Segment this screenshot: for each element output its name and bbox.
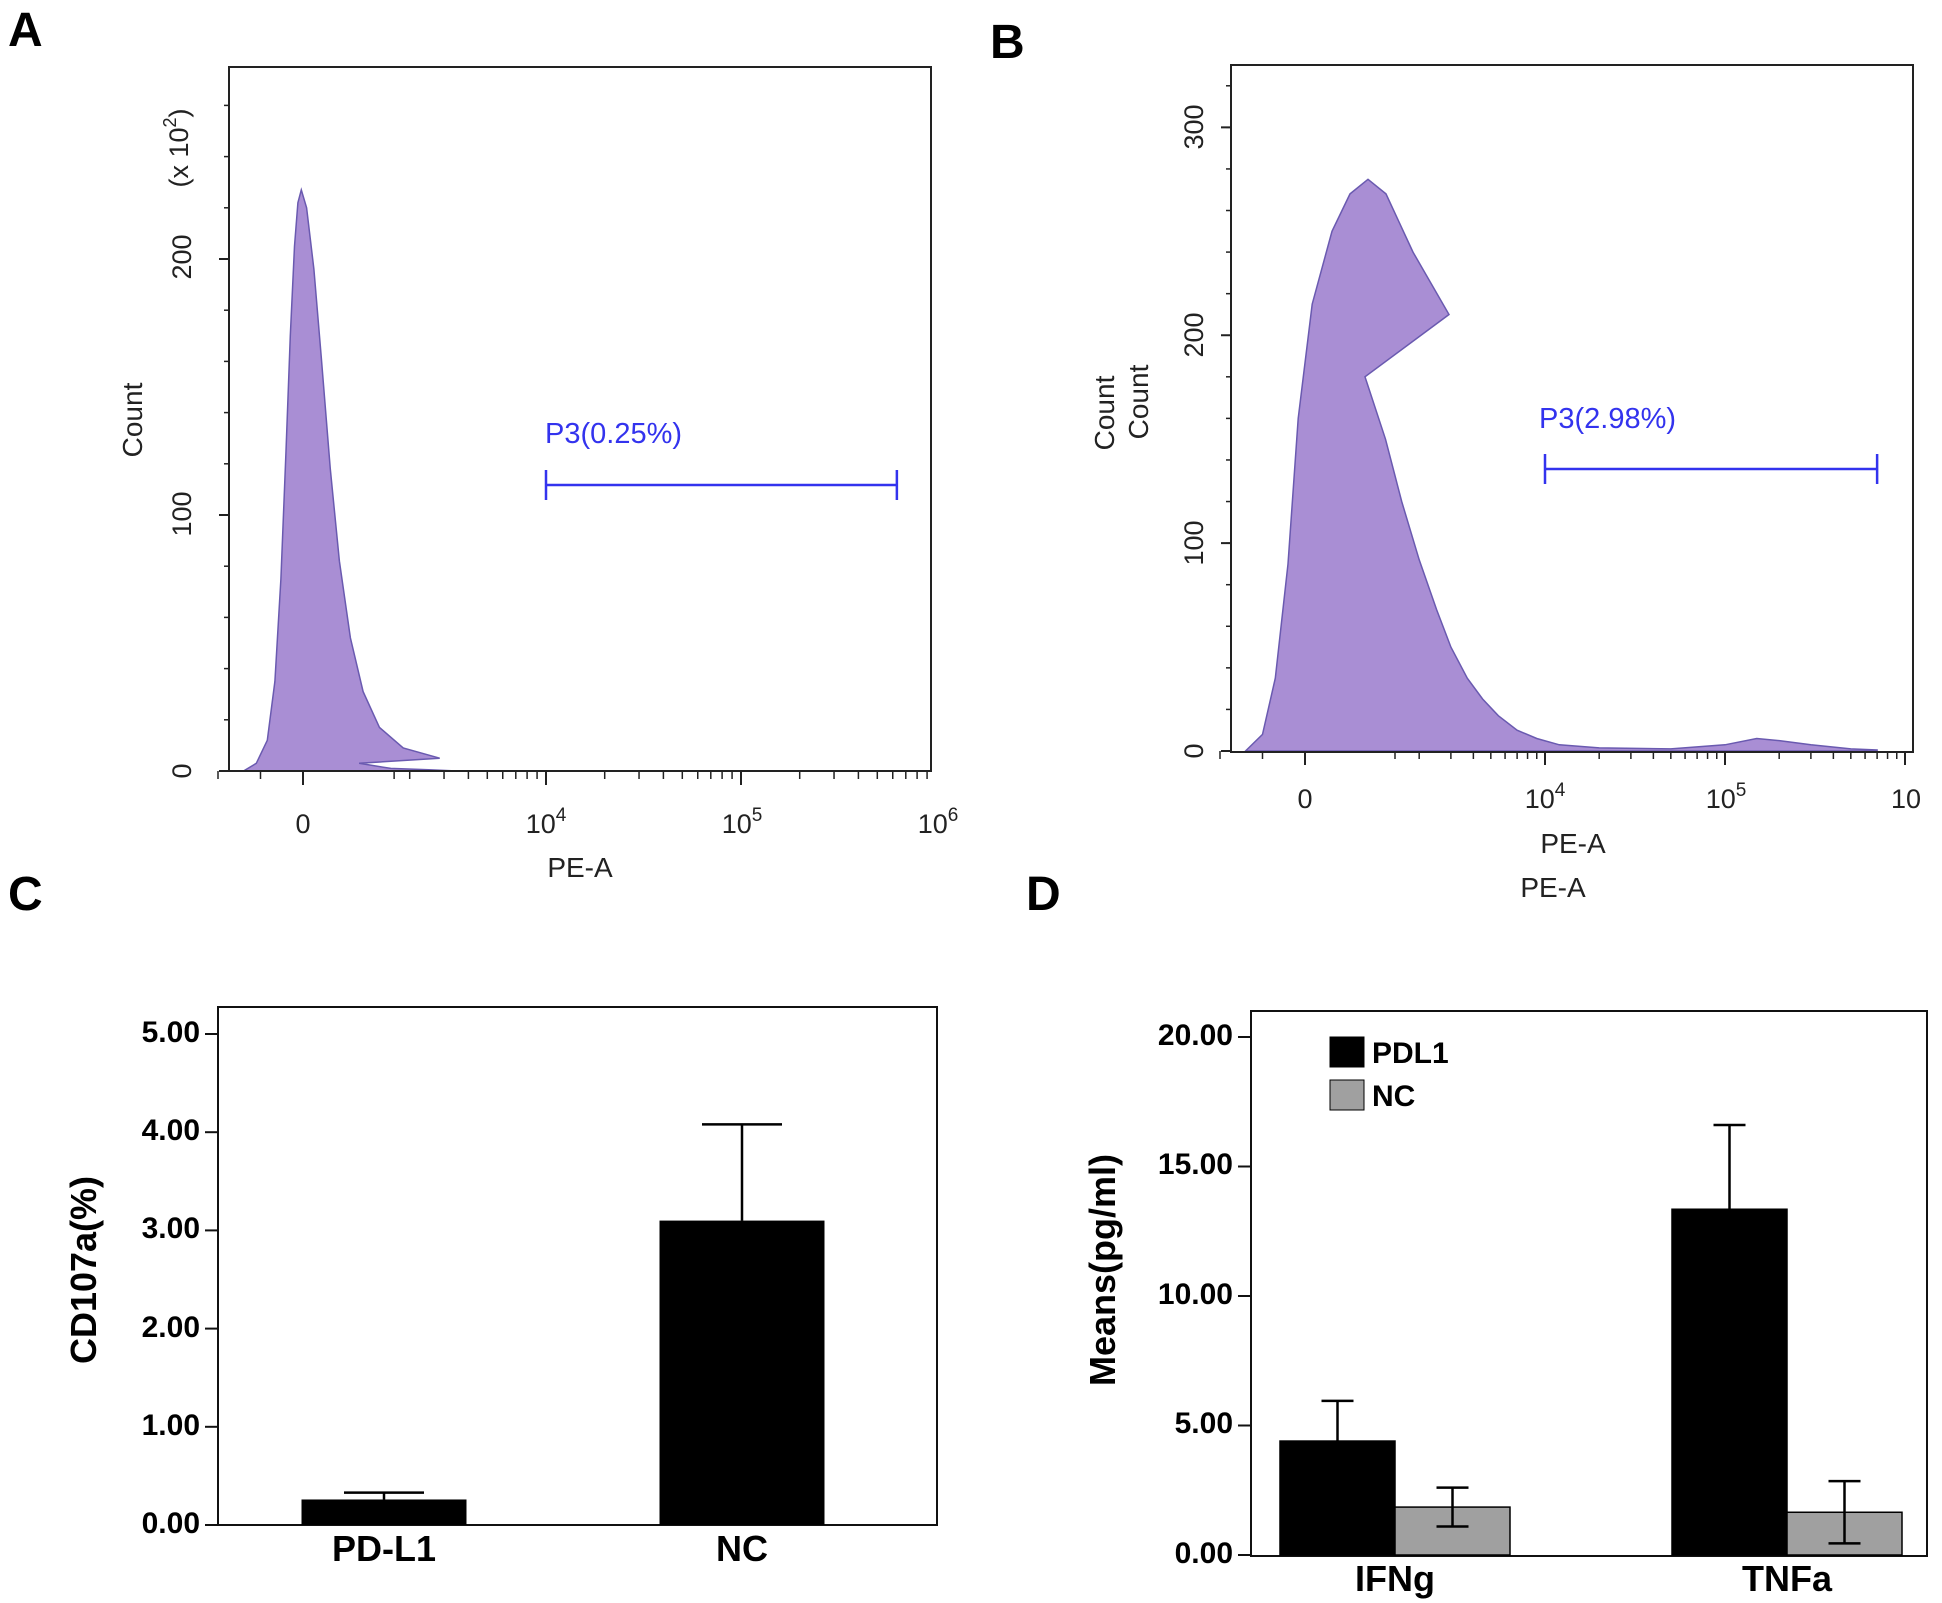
axes-b [1219,85,1906,765]
panel-letter-c: C [8,868,43,921]
bars-d [1238,1036,1903,1556]
y-tick-b-1: 100 [1179,520,1209,565]
gate-label-a: P3(0.25%) [545,418,682,450]
y-tick-a-2: 200 [167,234,197,279]
x-category-d-1: TNFa [1742,1558,1833,1599]
y-axis-label-a: Count [117,382,148,457]
x-tick-b-1: 104 [1525,780,1566,814]
histogram-b [1243,178,1879,752]
bars-c [205,1033,825,1526]
x-tick-b-0: 0 [1297,784,1312,814]
y-tick-d-4: 20.00 [1158,1019,1233,1052]
panel-letter-b: B [990,16,1025,69]
y-tick-c-3: 3.00 [142,1212,200,1245]
histogram-area [240,187,458,772]
y-axis-label-d: Means(pg/ml) [1082,1154,1123,1386]
plot-frame-c [217,1006,938,1526]
x-tick-b-3: 10 [1891,784,1921,814]
x-category-c-0: PD-L1 [332,1528,436,1569]
bar-pdl1-ifng [1279,1440,1396,1556]
legend-swatch-nc [1329,1079,1365,1111]
gate-label-b: P3(2.98%) [1539,403,1676,435]
histogram-area [1243,178,1878,752]
y-tick-d-1: 5.00 [1175,1407,1233,1440]
x-tick-a-2: 105 [722,805,763,839]
x-category-c-1: NC [716,1528,768,1569]
panel-c: C 0.00 1.00 2.00 3.00 4.00 5.00 CD107a(%… [8,868,938,1569]
y-tick-d-3: 15.00 [1158,1148,1233,1181]
y-axis-label-c: CD107a(%) [63,1176,104,1364]
bar-pdl1-tnfa [1671,1208,1788,1556]
y-axis-label-b: Count [1089,375,1120,450]
x-axis-label-echo-b: PE-A [1520,872,1586,903]
y-axis-label-echo-b: Count [1123,364,1154,439]
y-multiplier-a: (x 102) [160,108,194,187]
y-tick-c-0: 0.00 [142,1507,200,1540]
x-category-d-0: IFNg [1355,1558,1435,1599]
bar-nc [659,1220,825,1525]
legend-swatch-pdl1 [1329,1036,1365,1068]
y-tick-a-1: 100 [167,491,197,536]
x-tick-a-0: 0 [295,809,310,839]
y-tick-d-2: 10.00 [1158,1278,1233,1311]
x-axis-label-b: PE-A [1540,828,1606,859]
panel-letter-a: A [8,4,43,57]
y-tick-b-0: 0 [1179,743,1209,758]
panel-a: A (x 102) 0 100 200 Count 0 104 105 106 … [8,4,958,883]
axes-a [217,104,928,785]
panel-letter-d: D [1026,868,1061,921]
legend-label-nc: NC [1372,1080,1415,1113]
panel-b: B 0 100 200 300 Count Count 0 104 105 10… [990,16,1921,903]
y-tick-c-4: 4.00 [142,1114,200,1147]
y-tick-c-1: 1.00 [142,1409,200,1442]
x-tick-a-3: 106 [918,805,959,839]
y-tick-b-2: 200 [1179,312,1209,357]
y-tick-d-0: 0.00 [1175,1537,1233,1570]
bar-pd-l1 [301,1499,467,1525]
x-axis-label-a: PE-A [547,852,613,883]
histogram-a [240,187,899,772]
y-tick-b-3: 300 [1179,104,1209,149]
plot-frame-a [228,66,932,772]
legend-d: PDL1 NC [1329,1036,1449,1113]
plot-frame-b [1230,64,1914,753]
x-tick-a-1: 104 [526,805,567,839]
y-tick-a-0: 0 [167,763,197,778]
legend-label-pdl1: PDL1 [1372,1037,1449,1070]
y-tick-c-2: 2.00 [142,1311,200,1344]
panel-d: D 0.00 5.00 10.00 15.00 20.00 Means(pg/m… [1026,868,1928,1599]
x-tick-b-2: 105 [1706,780,1747,814]
y-tick-c-5: 5.00 [142,1016,200,1049]
